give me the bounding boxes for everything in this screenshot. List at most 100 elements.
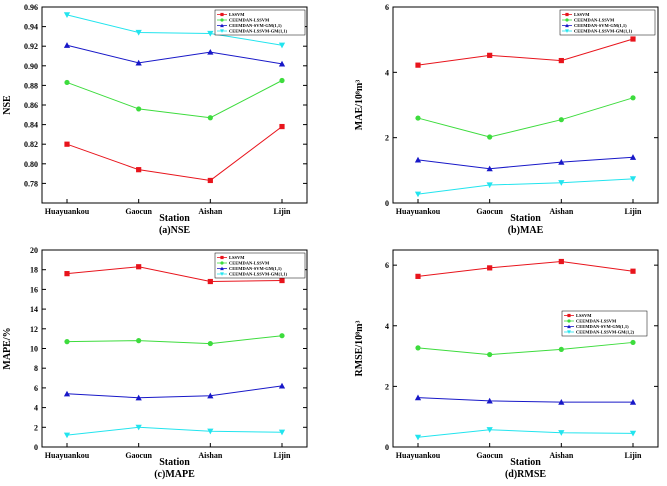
data-point	[630, 268, 636, 274]
y-tick-label: 4	[385, 68, 389, 77]
data-point	[486, 182, 493, 189]
y-tick-label: 0.82	[24, 140, 38, 149]
data-point	[558, 117, 564, 123]
data-point	[415, 115, 421, 121]
series-line-3	[66, 44, 283, 65]
x-axis-label: Station	[159, 213, 190, 224]
series-line-2	[66, 335, 283, 345]
y-axis-label: NSE	[2, 95, 13, 115]
panel-3: 0 2 4 6 8 10 12 14 16 18 20 Huayuankou Gaocun Aishan L…	[2, 246, 308, 480]
legend-label: CEEMDAN-LSSVM-GM(1,1)	[229, 272, 288, 277]
panel-4: 0 2 4 6 Huayuankou Gaocun Aishan Lijin Station RM…	[354, 249, 659, 480]
data-point	[207, 177, 213, 184]
series-line-3	[417, 397, 633, 403]
legend-label: CEEMDAN-LSSVM	[574, 18, 615, 23]
data-point	[414, 434, 422, 441]
legend-box	[561, 310, 648, 337]
legend-marker	[567, 319, 571, 323]
panel-caption: (b)MAE	[508, 225, 544, 236]
legend-marker	[565, 29, 569, 33]
legend-marker	[220, 255, 224, 260]
legend-marker	[565, 12, 569, 17]
legend-label: CEEMDAN-LSSVM	[229, 261, 270, 266]
x-tick-label: Gaocun	[125, 207, 152, 216]
y-tick-label: 6	[385, 3, 389, 12]
y-tick-label: 18	[30, 266, 38, 275]
data-point	[415, 62, 421, 68]
data-point	[630, 36, 636, 42]
x-axis-label: Station	[510, 457, 541, 468]
x-tick-label: Huayuankou	[396, 207, 441, 216]
y-tick-label: 12	[30, 325, 38, 334]
data-point	[136, 264, 142, 270]
data-point	[278, 429, 286, 436]
y-axis-label: MAE/10⁸m³	[354, 80, 365, 130]
series-line-1	[417, 261, 634, 277]
panel-caption: (c)MAPE	[154, 469, 195, 480]
legend-marker	[565, 23, 569, 28]
data-point	[414, 394, 422, 401]
legend-label: CEEMDAN-SVM-GM(1,1)	[229, 23, 282, 28]
data-point	[135, 59, 142, 66]
series-line-3	[417, 156, 634, 170]
panel-2: 0 2 4 6 Huayuankou Gaocun Aishan Lijin Station MA…	[354, 3, 659, 236]
x-tick-label: Gaocun	[125, 451, 152, 460]
y-tick-label: 6	[385, 261, 389, 270]
data-point	[136, 338, 142, 344]
legend: LSSVMCEEMDAN-LSSVMCEEMDAN-SVM-GM(1,1)CEE…	[214, 252, 306, 279]
data-point	[629, 399, 637, 405]
data-point	[135, 424, 142, 431]
legend-label: LSSVM	[229, 12, 245, 17]
data-point	[486, 427, 493, 433]
x-tick-label: Huayuankou	[45, 207, 90, 216]
plot-frame	[41, 6, 308, 204]
x-tick-label: Lijin	[274, 207, 291, 216]
data-point	[63, 42, 71, 48]
legend: LSSVMCEEMDAN-LSSVMCEEMDAN-SVM-GM(1,1)CEE…	[561, 310, 648, 337]
x-tick-label: Huayuankou	[396, 451, 441, 460]
series-line-4	[66, 426, 283, 436]
y-tick-label: 4	[34, 404, 38, 413]
y-tick-label: 0.80	[24, 160, 38, 169]
data-point	[278, 60, 286, 67]
data-point	[278, 42, 286, 49]
y-tick-label: 10	[30, 345, 38, 354]
data-point	[487, 134, 493, 140]
y-axis-label: MAPE/%	[2, 327, 13, 369]
y-tick-label: 0.86	[24, 101, 38, 110]
panel-caption: (a)NSE	[159, 225, 190, 236]
data-point	[558, 346, 564, 353]
data-point	[135, 394, 142, 401]
data-point	[207, 48, 214, 55]
data-point	[487, 351, 493, 358]
series-line-4	[66, 14, 283, 46]
legend-label: CEEMDAN-LSSVM	[576, 319, 617, 324]
y-tick-label: 0	[385, 443, 389, 452]
data-point	[278, 382, 286, 389]
legend-marker	[220, 272, 224, 276]
data-point	[558, 430, 565, 436]
data-point	[629, 430, 637, 437]
data-point	[558, 180, 565, 186]
legend-label: LSSVM	[229, 255, 245, 260]
data-point	[63, 12, 71, 18]
y-tick-label: 0	[34, 443, 38, 452]
panel-1: 0.78 0.80 0.82 0.84 0.86 0.88 0.90 0.92 0.94 0.96…	[2, 3, 308, 236]
x-tick-label: Aishan	[198, 451, 223, 460]
data-point	[279, 333, 285, 339]
legend-marker	[567, 324, 571, 329]
legend: LSSVMCEEMDAN-LSSVMCEEMDAN-SVM-GM(1,1)CEE…	[214, 9, 306, 36]
y-tick-label: 2	[385, 382, 389, 391]
y-tick-label: 0.92	[24, 42, 38, 51]
series-line-3	[66, 385, 283, 399]
y-tick-label: 0.96	[24, 3, 38, 12]
legend-label: CEEMDAN-LSSVM-GM(1,1)	[229, 29, 288, 34]
data-point	[486, 165, 493, 172]
data-point	[207, 340, 213, 347]
data-point	[63, 432, 71, 439]
legend-marker	[220, 266, 224, 271]
y-tick-label: 8	[34, 364, 38, 373]
data-point	[279, 277, 285, 284]
legend: LSSVMCEEMDAN-LSSVMCEEMDAN-SVM-GM(1,1)CEE…	[559, 9, 656, 36]
legend-label: CEEMDAN-SVM-GM(1,1)	[229, 266, 282, 271]
